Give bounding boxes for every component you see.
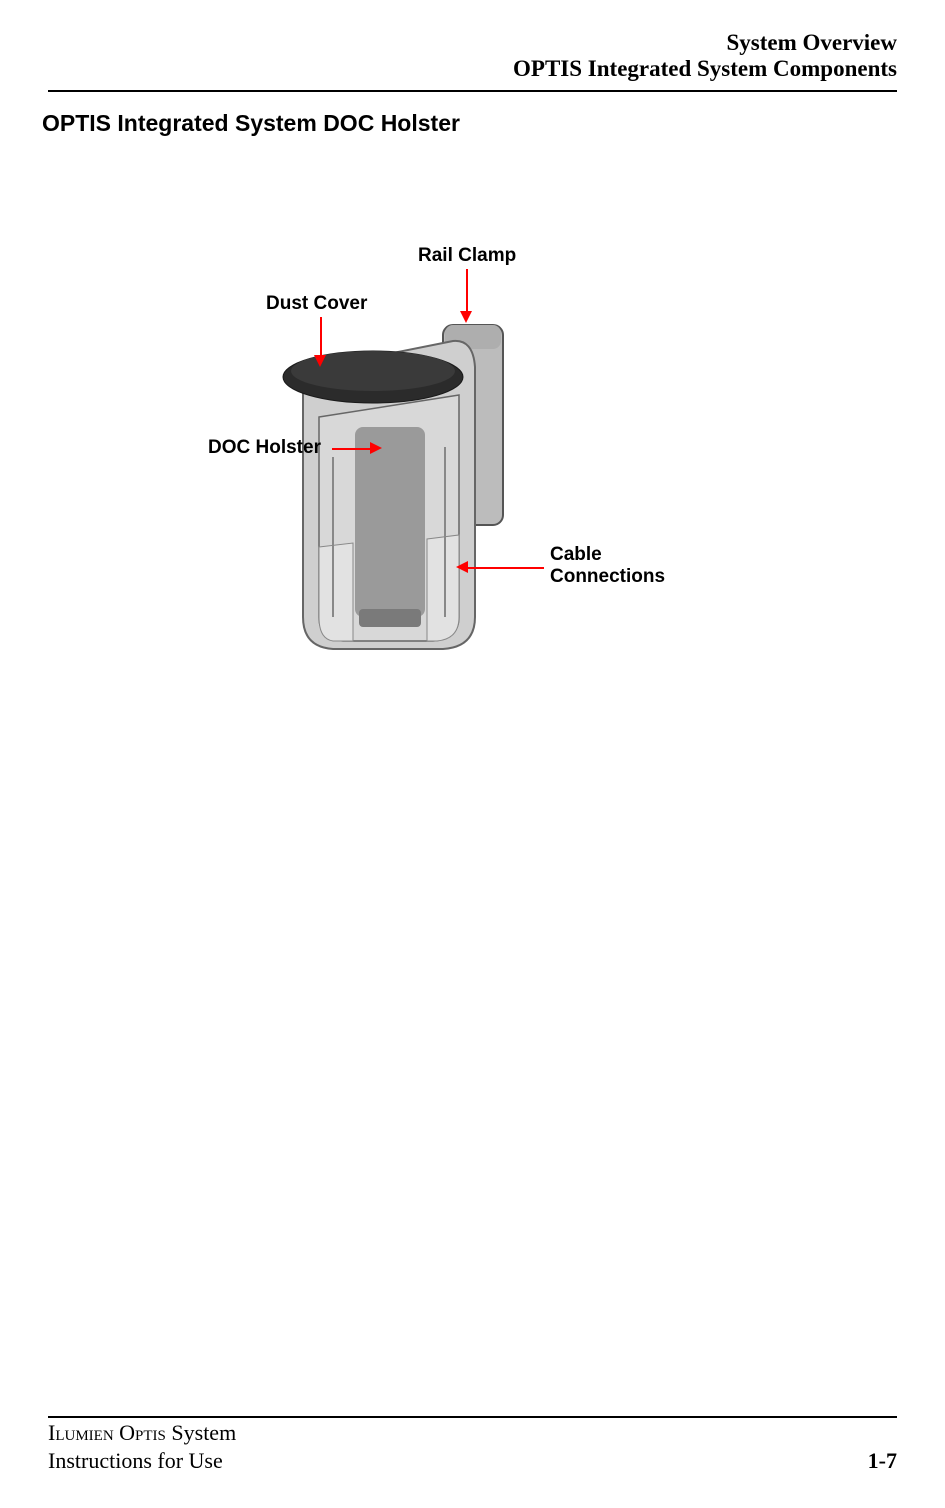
arrow-doc-holster-head xyxy=(370,442,382,454)
arrow-rail-clamp-line xyxy=(466,269,468,311)
dust-cover-shape xyxy=(283,351,463,403)
arrow-dust-cover-head xyxy=(314,355,326,367)
footer-left: Ilumien Optis System Instructions for Us… xyxy=(48,1419,236,1474)
footer-rule xyxy=(48,1416,897,1418)
right-prong xyxy=(427,535,459,641)
device-illustration xyxy=(263,317,563,677)
inner-recess xyxy=(355,427,425,617)
callout-dust-cover: Dust Cover xyxy=(266,293,367,315)
callout-cable-connections: Cable Connections xyxy=(550,544,665,588)
header-section: OPTIS Integrated System Components xyxy=(48,56,897,82)
section-title: OPTIS Integrated System DOC Holster xyxy=(42,110,897,137)
left-prong xyxy=(319,543,353,641)
callout-doc-holster: DOC Holster xyxy=(208,437,321,459)
footer-system-line: Ilumien Optis System xyxy=(48,1419,236,1447)
figure-doc-holster: Rail Clamp Dust Cover DOC Holster Cable … xyxy=(48,257,897,877)
arrow-dust-cover-line xyxy=(320,317,322,355)
footer-ifu: Instructions for Use xyxy=(48,1447,236,1475)
page-footer: Ilumien Optis System Instructions for Us… xyxy=(48,1419,897,1474)
cable-slot xyxy=(359,609,421,627)
arrow-rail-clamp-head xyxy=(460,311,472,323)
arrow-cable-line xyxy=(468,567,544,569)
header-chapter: System Overview xyxy=(48,30,897,56)
footer-system-name: Ilumien Optis xyxy=(48,1420,166,1445)
header-rule xyxy=(48,90,897,92)
footer-system-word: System xyxy=(171,1420,236,1445)
callout-rail-clamp: Rail Clamp xyxy=(418,245,516,267)
page-header: System Overview OPTIS Integrated System … xyxy=(48,30,897,82)
page-number: 1-7 xyxy=(868,1448,897,1474)
arrow-cable-head xyxy=(456,561,468,573)
arrow-doc-holster-line xyxy=(332,448,370,450)
